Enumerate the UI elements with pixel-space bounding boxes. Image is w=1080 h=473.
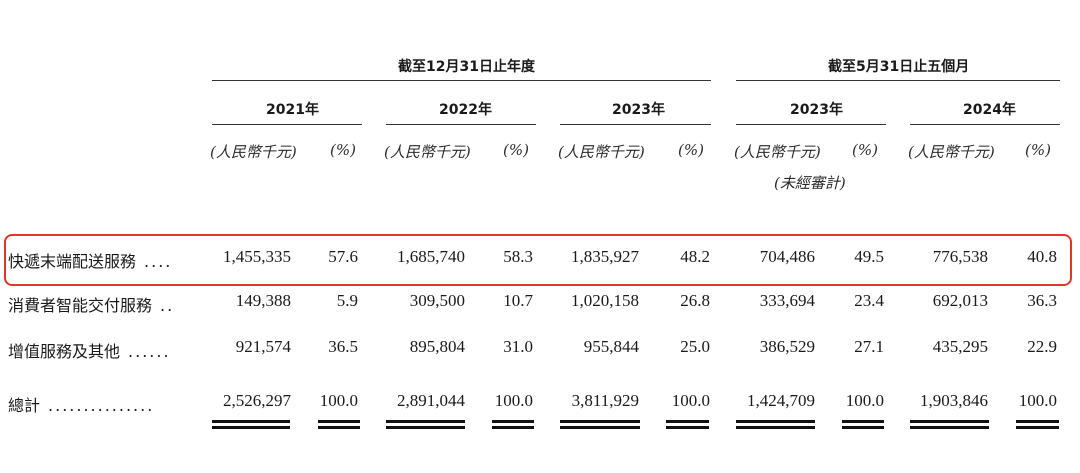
- cell-percent: 57.6: [328, 247, 358, 266]
- cell-amount: 2,891,044: [397, 391, 465, 410]
- group-rule-five-months: [736, 80, 1060, 81]
- year-rule-2024: [910, 124, 1060, 125]
- underline-segment: [318, 426, 360, 429]
- cell-percent: 58.3: [503, 247, 533, 266]
- cell-amount: 895,804: [409, 337, 465, 356]
- cell-percent: 100.0: [671, 391, 710, 410]
- row-label-text: 快遞末端配送服務: [8, 252, 137, 271]
- cell-percent: 25.0: [680, 337, 710, 356]
- underline-segment: [492, 420, 534, 423]
- underline-segment: [666, 426, 709, 429]
- cell-amount: 1,424,709: [747, 391, 815, 410]
- year-header-2021: 2021年: [266, 102, 319, 118]
- unit-pct-2022: (%): [503, 141, 529, 159]
- year-rule-2023: [560, 124, 711, 125]
- cell-amount: 149,388: [235, 291, 291, 310]
- row-label: 總計...............: [8, 392, 154, 416]
- underline-segment: [560, 426, 640, 429]
- unit-amount-2024: (人民幣千元): [908, 143, 995, 161]
- row-label-text: 總計: [8, 396, 41, 415]
- cell-amount: 309,500: [409, 291, 465, 310]
- underline-segment: [842, 420, 884, 423]
- cell-percent: 27.1: [854, 337, 884, 356]
- underline-segment: [560, 420, 640, 423]
- underline-segment: [736, 426, 815, 429]
- underline-segment: [386, 426, 465, 429]
- cell-percent: 10.7: [503, 291, 533, 310]
- cell-percent: 5.9: [336, 291, 358, 310]
- underline-segment: [736, 420, 815, 423]
- cell-percent: 31.0: [503, 337, 533, 356]
- cell-amount: 1,903,846: [920, 391, 988, 410]
- row-label-text: 增值服務及其他: [8, 342, 121, 361]
- underline-segment: [1016, 420, 1059, 423]
- cell-amount: 386,529: [759, 337, 815, 356]
- unit-pct-2024: (%): [1025, 141, 1051, 159]
- unit-pct-2021: (%): [330, 141, 356, 159]
- cell-amount: 3,811,929: [571, 391, 639, 410]
- underline-segment: [842, 426, 884, 429]
- cell-amount: 2,526,297: [223, 391, 291, 410]
- underline-segment: [666, 420, 709, 423]
- underline-segment: [910, 426, 989, 429]
- cell-percent: 23.4: [854, 291, 884, 310]
- row-label: 快遞末端配送服務....: [8, 248, 172, 272]
- unit-pct-2023: (%): [678, 141, 704, 159]
- cell-percent: 100.0: [1018, 391, 1057, 410]
- year-header-2022: 2022年: [439, 102, 492, 118]
- cell-percent: 49.5: [854, 247, 884, 266]
- cell-percent: 100.0: [494, 391, 533, 410]
- cell-percent: 40.8: [1027, 247, 1057, 266]
- year-rule-2021: [212, 124, 362, 125]
- year-header-2024: 2024年: [963, 102, 1016, 118]
- underline-segment: [492, 426, 534, 429]
- unit-amount-2022: (人民幣千元): [384, 143, 471, 161]
- cell-amount: 776,538: [932, 247, 988, 266]
- row-label: 消費者智能交付服務..: [8, 292, 174, 316]
- cell-amount: 1,835,927: [571, 247, 639, 266]
- underline-segment: [212, 420, 290, 423]
- group-header-five-months: 截至5月31日止五個月: [828, 59, 970, 75]
- row-leader-dots: ....: [144, 252, 173, 271]
- cell-percent: 26.8: [680, 291, 710, 310]
- cell-percent: 36.3: [1027, 291, 1057, 310]
- cell-amount: 692,013: [932, 291, 988, 310]
- cell-amount: 333,694: [759, 291, 815, 310]
- row-highlight-box: [4, 234, 1072, 286]
- unit-amount-2021: (人民幣千元): [210, 143, 297, 161]
- cell-amount: 704,486: [759, 247, 815, 266]
- year-header-2023-five-months: 2023年: [790, 102, 843, 118]
- cell-amount: 1,685,740: [397, 247, 465, 266]
- row-leader-dots: ..: [160, 296, 175, 315]
- year-header-2023: 2023年: [612, 102, 665, 118]
- year-rule-2022: [386, 124, 536, 125]
- row-label-text: 消費者智能交付服務: [8, 296, 153, 315]
- cell-percent: 22.9: [1027, 337, 1057, 356]
- unit-pct-2023-five-months: (%): [852, 141, 878, 159]
- group-rule-annual: [212, 80, 711, 81]
- cell-amount: 1,455,335: [223, 247, 291, 266]
- unaudited-note: (未經審計): [774, 174, 846, 192]
- cell-amount: 921,574: [235, 337, 291, 356]
- unit-amount-2023: (人民幣千元): [558, 143, 645, 161]
- unit-amount-2023-five-months: (人民幣千元): [734, 143, 821, 161]
- cell-amount: 1,020,158: [571, 291, 639, 310]
- underline-segment: [318, 420, 360, 423]
- underline-segment: [910, 420, 989, 423]
- cell-percent: 36.5: [328, 337, 358, 356]
- row-leader-dots: ...............: [48, 396, 155, 415]
- cell-amount: 955,844: [583, 337, 639, 356]
- underline-segment: [1016, 426, 1059, 429]
- row-label: 增值服務及其他......: [8, 338, 171, 362]
- group-header-annual: 截至12月31日止年度: [398, 59, 535, 75]
- cell-percent: 100.0: [845, 391, 884, 410]
- cell-amount: 435,295: [932, 337, 988, 356]
- row-leader-dots: ......: [128, 342, 171, 361]
- cell-percent: 100.0: [319, 391, 358, 410]
- year-rule-2023-five-months: [736, 124, 886, 125]
- underline-segment: [212, 426, 290, 429]
- cell-percent: 48.2: [680, 247, 710, 266]
- underline-segment: [386, 420, 465, 423]
